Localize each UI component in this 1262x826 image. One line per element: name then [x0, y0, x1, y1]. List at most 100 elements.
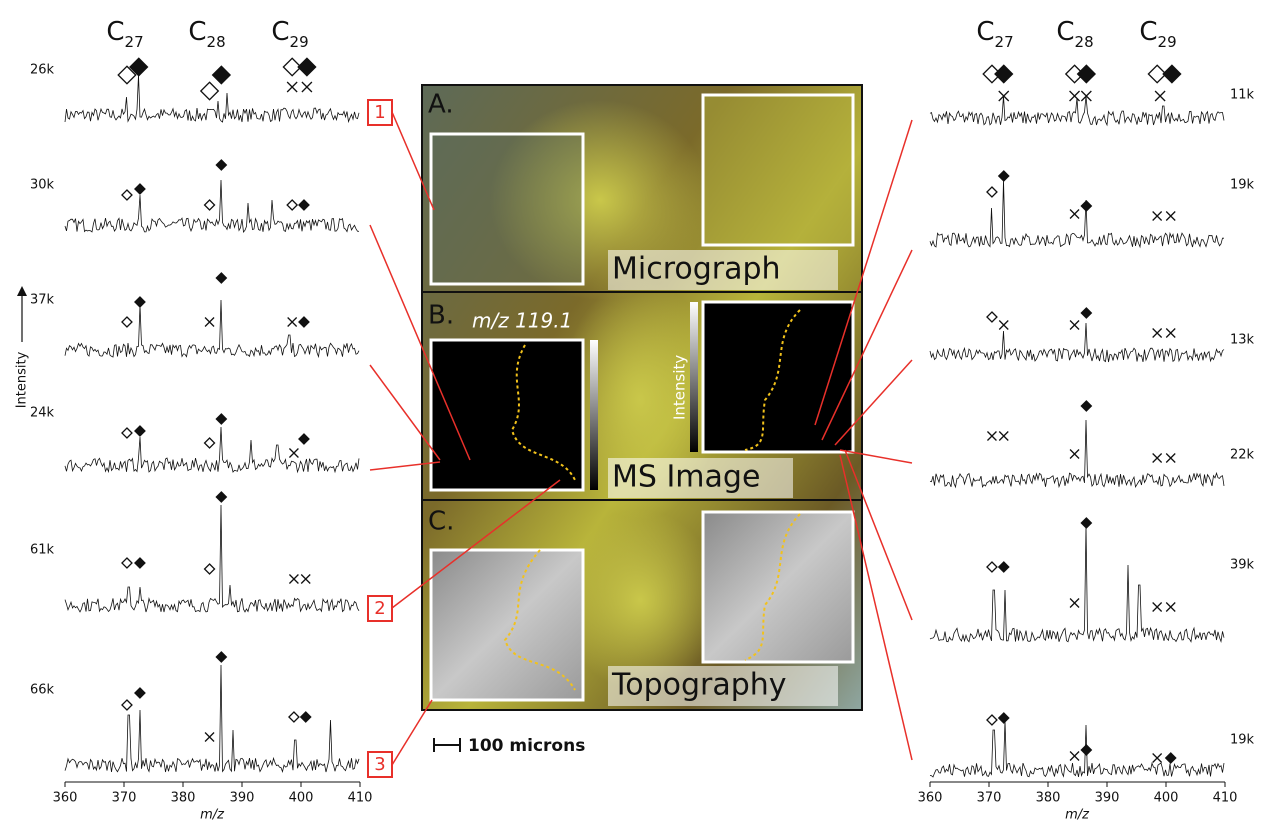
marker-cross: [1070, 210, 1079, 219]
marker-diamond: [205, 564, 215, 574]
marker-cross: [1166, 212, 1175, 221]
x-tick-label: 390: [230, 791, 255, 806]
column-header: C29: [1139, 17, 1176, 51]
marker-diamond: [216, 414, 226, 424]
marker-cross: [1155, 91, 1165, 101]
ion-label: m/z 119.1: [472, 309, 572, 333]
intensity-label: 11k: [1230, 88, 1255, 103]
marker-cross: [1070, 91, 1080, 101]
marker-cross: [1153, 603, 1162, 612]
marker-diamond: [216, 273, 226, 283]
marker-diamond: [135, 558, 145, 568]
marker-cross: [1153, 754, 1162, 763]
intensity-label: 66k: [30, 683, 55, 698]
marker-cross: [1070, 450, 1079, 459]
colorbar-label: Intensity: [671, 355, 689, 420]
x-tick-label: 360: [53, 791, 78, 806]
marker-diamond: [1078, 65, 1096, 83]
header-letter: C: [188, 17, 206, 47]
panel-caption: MS Image: [612, 460, 760, 495]
marker-diamond: [987, 562, 997, 572]
marker-diamond: [299, 317, 309, 327]
marker-cross: [999, 432, 1008, 441]
marker-cross: [1070, 752, 1079, 761]
marker-diamond: [205, 438, 215, 448]
callout: 3: [374, 754, 385, 775]
marker-diamond: [1166, 753, 1176, 763]
marker-diamond: [999, 713, 1009, 723]
image-panels: [422, 85, 862, 752]
marker-diamond: [301, 712, 311, 722]
scale-bar-label: 100 microns: [468, 736, 585, 756]
intensity-label: 13k: [1230, 333, 1255, 348]
marker-diamond: [135, 688, 145, 698]
marker-diamond: [1081, 201, 1091, 211]
column-header: C28: [188, 17, 225, 51]
axis-arrow-head: [17, 286, 27, 296]
header-subscript: 29: [290, 33, 309, 51]
marker-cross: [288, 318, 297, 327]
header-subscript: 28: [1075, 33, 1094, 51]
x-tick-label: 400: [289, 791, 314, 806]
marker-diamond: [216, 160, 226, 170]
marker-cross: [1153, 212, 1162, 221]
marker-cross: [205, 733, 214, 742]
spectrum-trace: [930, 720, 1224, 777]
marker-diamond: [122, 700, 132, 710]
header-letter: C: [1056, 17, 1074, 47]
marker-diamond: [216, 652, 226, 662]
column-header: C27: [106, 17, 143, 51]
spectrum-trace: [65, 75, 359, 122]
callout: 1: [374, 102, 385, 123]
marker-cross: [289, 575, 298, 584]
spectrum-trace: [65, 505, 359, 612]
marker-diamond: [1081, 308, 1091, 318]
intensity-label: 19k: [1230, 178, 1255, 193]
marker-cross: [205, 318, 214, 327]
header-letter: C: [271, 17, 289, 47]
marker-cross: [1070, 321, 1079, 330]
spectrum-trace: [65, 427, 359, 472]
marker-diamond: [995, 65, 1013, 83]
header-subscript: 27: [125, 33, 144, 51]
marker-diamond: [1081, 745, 1091, 755]
marker-diamond: [122, 428, 132, 438]
header-letter: C: [1139, 17, 1157, 47]
marker-diamond: [1081, 401, 1091, 411]
intensity-label: 30k: [30, 178, 55, 193]
marker-diamond: [987, 715, 997, 725]
spectrum-trace: [930, 96, 1224, 125]
marker-cross: [289, 449, 298, 458]
panel-caption: Micrograph: [612, 252, 781, 287]
x-tick-label: 370: [112, 791, 137, 806]
marker-diamond: [298, 58, 316, 76]
marker-cross: [1070, 599, 1079, 608]
x-tick-label: 380: [1036, 791, 1061, 806]
x-tick-label: 370: [977, 791, 1002, 806]
panel-letter: B.: [428, 301, 454, 331]
spectrum-trace: [930, 420, 1224, 487]
callout: 2: [374, 598, 385, 619]
marker-cross: [302, 82, 312, 92]
marker-cross: [1166, 329, 1175, 338]
intensity-label: 19k: [1230, 733, 1255, 748]
marker-diamond: [205, 200, 215, 210]
spectrum-trace: [930, 180, 1224, 247]
intensity-label: 22k: [1230, 448, 1255, 463]
marker-diamond: [213, 66, 231, 84]
panel-caption: Topography: [611, 668, 787, 703]
header-subscript: 27: [995, 33, 1014, 51]
marker-cross: [1153, 329, 1162, 338]
marker-diamond: [122, 317, 132, 327]
x-tick-label: 390: [1095, 791, 1120, 806]
marker-diamond: [135, 426, 145, 436]
marker-diamond: [987, 312, 997, 322]
spectrum-trace: [65, 665, 359, 772]
spectrum-trace: [930, 323, 1224, 362]
header-subscript: 29: [1158, 33, 1177, 51]
spectrum-trace: [930, 525, 1224, 642]
marker-diamond: [216, 492, 226, 502]
marker-diamond: [135, 184, 145, 194]
marker-diamond: [287, 200, 297, 210]
marker-cross: [301, 575, 310, 584]
